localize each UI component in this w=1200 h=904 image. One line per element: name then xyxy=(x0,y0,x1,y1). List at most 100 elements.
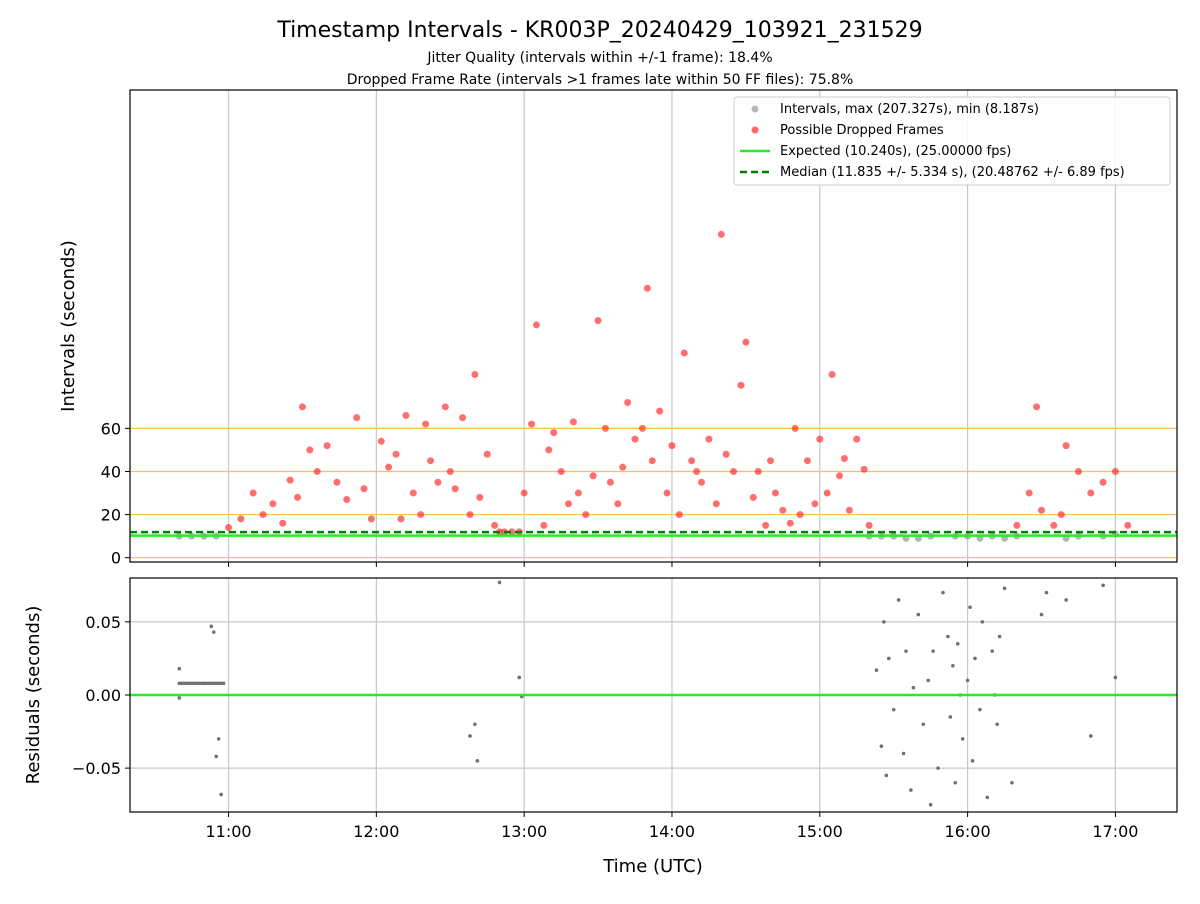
dropped-frame-point xyxy=(409,489,417,497)
residual-point xyxy=(179,681,184,686)
residual-point xyxy=(192,681,196,686)
dropped-frame-point xyxy=(698,478,706,486)
residual-point xyxy=(1088,734,1093,738)
bottom-y-tick-label: −0.05 xyxy=(72,759,121,778)
dropped-frame-point xyxy=(417,511,425,519)
bottom-y-tick-label: 0.05 xyxy=(85,613,121,632)
dropped-frame-point xyxy=(491,521,499,529)
residual-point xyxy=(211,630,216,634)
residual-point xyxy=(202,681,206,686)
bottom-y-axis-label: Residuals (seconds) xyxy=(23,606,44,785)
dropped-frame-point xyxy=(313,467,321,475)
dropped-frame-point xyxy=(540,521,548,529)
top-plot-frame xyxy=(129,89,1178,563)
bottom-y-tick-label: 0.00 xyxy=(85,686,121,705)
dropped-frame-point xyxy=(816,435,824,443)
dropped-frame-point xyxy=(796,511,804,519)
top-y-tick-label: 40 xyxy=(101,462,121,481)
chart-subtitle-jitter: Jitter Quality (intervals within +/-1 fr… xyxy=(426,50,772,66)
dropped-frame-point xyxy=(471,370,479,378)
residual-point xyxy=(209,624,214,629)
dropped-frame-point xyxy=(459,414,467,422)
dropped-frame-point xyxy=(762,521,770,529)
dropped-frame-point xyxy=(823,489,831,497)
dropped-frame-point xyxy=(648,457,656,465)
dropped-frame-point xyxy=(367,515,375,523)
dropped-frame-point xyxy=(845,506,853,514)
chart-title: Timestamp Intervals - KR003P_20240429_10… xyxy=(276,18,922,43)
top-y-tick-label: 0 xyxy=(111,549,121,568)
dropped-frame-point xyxy=(589,472,597,480)
residual-point xyxy=(1010,780,1014,785)
dropped-frame-point xyxy=(828,370,836,378)
dropped-frame-point xyxy=(294,493,302,501)
residual-point xyxy=(936,766,940,770)
residual-point xyxy=(970,759,975,763)
residual-point xyxy=(896,598,901,602)
residual-point xyxy=(874,668,879,672)
residual-point xyxy=(882,620,886,624)
dropped-frame-point xyxy=(476,493,484,501)
dropped-frame-point xyxy=(483,450,491,458)
dropped-frame-point xyxy=(840,455,848,463)
dropped-frame-point xyxy=(730,467,738,475)
residual-point xyxy=(985,795,990,800)
residual-point xyxy=(980,620,985,624)
dropped-frame-point xyxy=(722,450,730,458)
residual-point xyxy=(194,681,199,686)
dropped-frame-point xyxy=(1038,506,1046,514)
dropped-frame-point xyxy=(446,467,454,475)
top-y-tick-label: 20 xyxy=(101,506,121,525)
top-y-ticks: 0 20 40 60 xyxy=(101,419,130,568)
dropped-frame-point xyxy=(1124,521,1132,529)
dropped-frame-point xyxy=(624,399,632,407)
residual-point xyxy=(219,792,223,797)
dropped-frame-point xyxy=(631,435,639,443)
residual-point xyxy=(1039,612,1044,617)
dropped-frame-point xyxy=(601,424,609,432)
residual-point xyxy=(207,681,211,686)
dropped-frame-point xyxy=(705,435,713,443)
residual-point xyxy=(931,649,935,653)
residual-point xyxy=(468,734,472,738)
dropped-frame-point xyxy=(594,317,602,325)
dropped-frame-point xyxy=(638,424,646,432)
dropped-frame-point xyxy=(392,450,400,458)
dropped-frame-point xyxy=(279,519,287,527)
residual-point xyxy=(189,681,194,686)
dropped-frame-point xyxy=(1057,511,1065,519)
residual-point xyxy=(968,605,972,610)
residual-point xyxy=(187,681,191,686)
residual-point xyxy=(214,754,219,759)
dropped-frame-point xyxy=(619,463,627,471)
dropped-frame-point xyxy=(323,442,331,450)
dropped-frame-point xyxy=(402,411,410,419)
dropped-frame-point xyxy=(853,435,861,443)
x-tick-label: 15:00 xyxy=(797,822,843,841)
dropped-frame-point xyxy=(269,500,277,508)
dropped-frame-point xyxy=(451,485,459,493)
top-reference-lines xyxy=(130,530,1177,537)
residual-point xyxy=(901,751,906,756)
residual-point xyxy=(209,681,214,686)
residual-point xyxy=(928,802,933,807)
residual-point xyxy=(177,696,182,700)
dropped-frame-point xyxy=(803,457,811,465)
dropped-frame-point xyxy=(343,495,351,503)
legend-label-intervals: Intervals, max (207.327s), min (8.187s) xyxy=(780,102,1039,117)
residual-point xyxy=(473,722,477,727)
residual-points xyxy=(177,580,1118,807)
dropped-frame-point xyxy=(663,489,671,497)
x-axis-label: Time (UTC) xyxy=(602,856,703,877)
legend-label-median: Median (11.835 +/- 5.334 s), (20.48762 +… xyxy=(780,165,1125,180)
legend-label-expected: Expected (10.240s), (25.00000 fps) xyxy=(780,144,1011,159)
legend-swatch-dropped xyxy=(751,126,759,134)
residual-point xyxy=(904,649,908,653)
residual-point xyxy=(204,681,209,686)
residual-point xyxy=(965,678,970,683)
x-tick-label: 14:00 xyxy=(649,822,695,841)
dropped-frame-point xyxy=(528,420,536,428)
residual-point xyxy=(946,634,950,639)
dropped-frame-point xyxy=(811,500,819,508)
dropped-frame-point xyxy=(779,506,787,514)
